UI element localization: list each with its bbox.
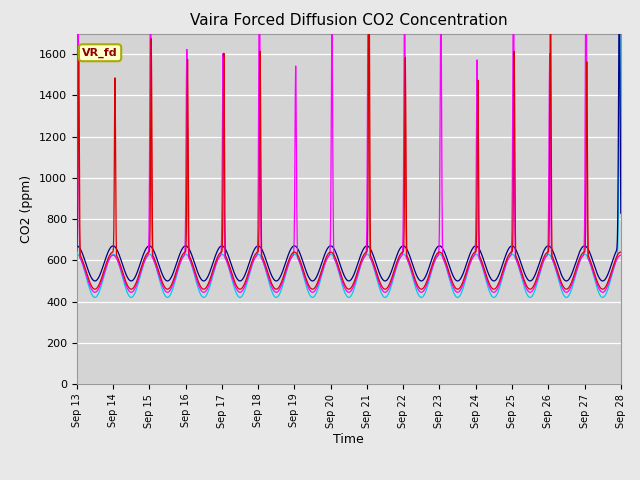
Title: Vaira Forced Diffusion CO2 Concentration: Vaira Forced Diffusion CO2 Concentration xyxy=(190,13,508,28)
Legend: West soil, West air, North soil, North air: West soil, West air, North soil, North a… xyxy=(152,477,545,480)
X-axis label: Time: Time xyxy=(333,433,364,446)
Text: VR_fd: VR_fd xyxy=(82,48,118,58)
Y-axis label: CO2 (ppm): CO2 (ppm) xyxy=(20,175,33,243)
